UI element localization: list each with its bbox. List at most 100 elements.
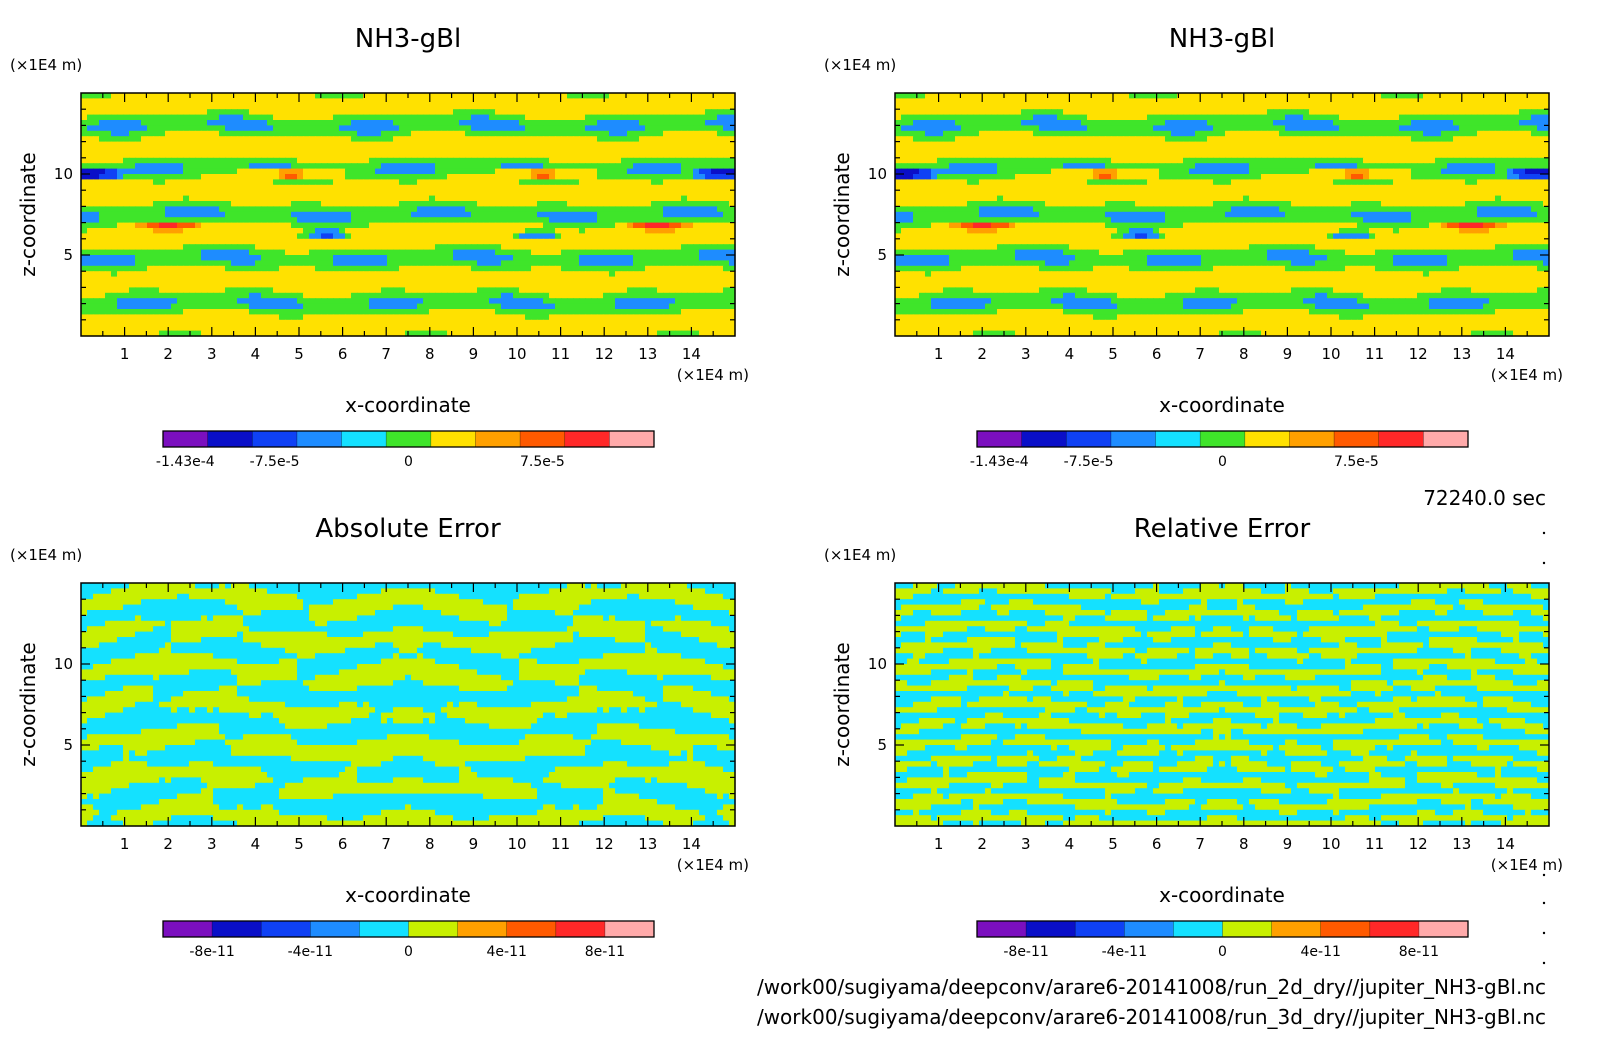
- field-cell: [351, 98, 358, 104]
- field-cell: [159, 104, 166, 110]
- field-cell: [273, 212, 280, 218]
- field-cell: [399, 277, 406, 283]
- field-cell: [429, 152, 436, 158]
- field-cell: [213, 260, 220, 266]
- field-cell: [549, 320, 556, 326]
- field-cell: [525, 206, 532, 212]
- field-cell: [561, 190, 568, 196]
- field-cell: [513, 169, 520, 175]
- field-cell: [567, 271, 574, 277]
- field-cell: [549, 239, 556, 245]
- field-cell: [693, 309, 700, 315]
- field-cell: [669, 223, 676, 229]
- field-cell: [609, 147, 616, 153]
- field-cell: [93, 255, 100, 261]
- field-cell: [273, 314, 280, 320]
- field-cell: [189, 277, 196, 283]
- field-cell: [297, 196, 304, 202]
- field-cell: [345, 120, 352, 126]
- field-cell: [513, 282, 520, 288]
- field-cell: [213, 309, 220, 315]
- field-cell: [537, 255, 544, 261]
- field-cell: [279, 325, 286, 331]
- field-cell: [165, 163, 172, 169]
- field-cell: [285, 206, 292, 212]
- field-cell: [519, 287, 526, 293]
- field-cell: [423, 120, 430, 126]
- field-cell: [315, 266, 322, 272]
- field-cell: [333, 298, 340, 304]
- field-cell: [657, 109, 664, 115]
- field-cell: [687, 314, 694, 320]
- field-cell: [591, 293, 598, 299]
- field-cell: [411, 147, 418, 153]
- field-cell: [519, 190, 526, 196]
- field-cell: [255, 120, 262, 126]
- field-cell: [483, 244, 490, 250]
- field-cell: [165, 115, 172, 121]
- field-cell: [393, 298, 400, 304]
- field-cell: [627, 115, 634, 121]
- field-cell: [453, 158, 460, 164]
- field-cell: [687, 185, 694, 191]
- field-cell: [597, 223, 604, 229]
- field-cell: [297, 255, 304, 261]
- field-cell: [519, 212, 526, 218]
- field-cell: [237, 196, 244, 202]
- field-cell: [111, 125, 118, 131]
- field-cell: [687, 271, 694, 277]
- field-cell: [525, 201, 532, 207]
- field-cell: [279, 320, 286, 326]
- field-cell: [483, 228, 490, 234]
- field-cell: [675, 233, 682, 239]
- field-cell: [243, 298, 250, 304]
- field-cell: [501, 255, 508, 261]
- field-cell: [597, 163, 604, 169]
- field-cell: [447, 206, 454, 212]
- field-cell: [183, 109, 190, 115]
- field-cell: [693, 250, 700, 256]
- field-cell: [303, 125, 310, 131]
- field-cell: [651, 152, 658, 158]
- field-cell: [405, 125, 412, 131]
- field-cell: [429, 190, 436, 196]
- field-cell: [195, 196, 202, 202]
- field-cell: [363, 179, 370, 185]
- field-cell: [129, 239, 136, 245]
- field-cell: [543, 179, 550, 185]
- field-cell: [531, 190, 538, 196]
- field-cell: [231, 125, 238, 131]
- field-cell: [231, 115, 238, 121]
- field-cell: [597, 250, 604, 256]
- field-cell: [207, 136, 214, 142]
- field-cell: [525, 228, 532, 234]
- field-cell: [657, 287, 664, 293]
- field-cell: [471, 250, 478, 256]
- field-cell: [687, 136, 694, 142]
- field-cell: [309, 131, 316, 137]
- field-cell: [321, 174, 328, 180]
- field-cell: [417, 293, 424, 299]
- field-cell: [609, 293, 616, 299]
- field-cell: [189, 314, 196, 320]
- field-cell: [597, 260, 604, 266]
- field-cell: [273, 260, 280, 266]
- field-cell: [153, 104, 160, 110]
- field-cell: [681, 142, 688, 148]
- field-cell: [513, 260, 520, 266]
- field-cell: [183, 152, 190, 158]
- field-cell: [645, 250, 652, 256]
- field-cell: [309, 228, 316, 234]
- field-cell: [453, 163, 460, 169]
- field-cell: [453, 233, 460, 239]
- field-cell: [345, 271, 352, 277]
- field-cell: [279, 244, 286, 250]
- x-tick-label: 13: [638, 345, 657, 363]
- field-cell: [225, 131, 232, 137]
- field-cell: [531, 185, 538, 191]
- field-cell: [459, 228, 466, 234]
- field-cell: [153, 98, 160, 104]
- field-cell: [693, 196, 700, 202]
- field-cell: [231, 244, 238, 250]
- field-cell: [495, 304, 502, 310]
